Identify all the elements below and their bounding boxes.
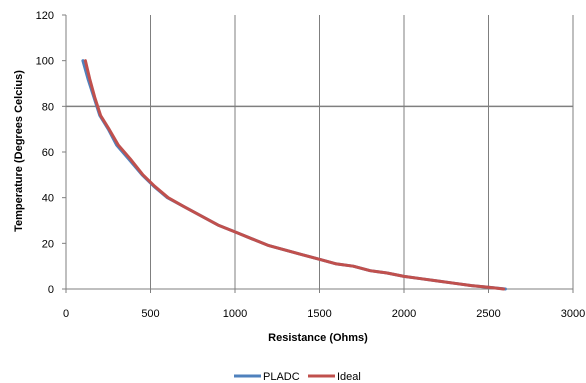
y-tick-labels: 0 20 40 60 80 100 120 xyxy=(36,10,54,296)
x-tick-label: 2500 xyxy=(476,308,500,320)
y-tick-label: 120 xyxy=(36,10,54,22)
x-tick-label: 1500 xyxy=(307,308,331,320)
y-tick-label: 20 xyxy=(42,238,54,250)
legend-label-pladc: PLADC xyxy=(263,371,300,383)
x-tick-label: 500 xyxy=(141,308,159,320)
series-lines xyxy=(81,59,507,291)
y-tick-label: 80 xyxy=(42,101,54,113)
x-tick-label: 1000 xyxy=(223,308,247,320)
y-tick-label: 60 xyxy=(42,147,54,159)
y-tick-label: 0 xyxy=(48,284,54,296)
y-tick-label: 40 xyxy=(42,193,54,205)
x-tick-label: 0 xyxy=(63,308,69,320)
x-tick-label: 2000 xyxy=(392,308,416,320)
gridlines xyxy=(62,14,574,293)
legend: PLADC Ideal xyxy=(234,371,361,383)
y-axis-title: Temperature (Degrees Celcius) xyxy=(13,70,25,232)
legend-label-ideal: Ideal xyxy=(337,371,361,383)
series-line-pladc xyxy=(81,59,507,291)
x-tick-label: 3000 xyxy=(561,308,585,320)
y-tick-label: 100 xyxy=(36,56,54,68)
series-line-ideal xyxy=(83,59,506,291)
x-axis-title: Resistance (Ohms) xyxy=(268,332,368,344)
x-tick-labels: 0 500 1000 1500 2000 2500 3000 xyxy=(63,308,585,320)
